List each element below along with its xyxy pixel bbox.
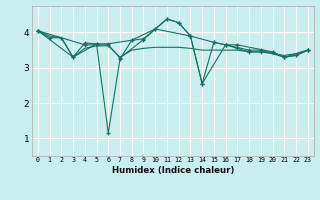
X-axis label: Humidex (Indice chaleur): Humidex (Indice chaleur) (112, 166, 234, 175)
